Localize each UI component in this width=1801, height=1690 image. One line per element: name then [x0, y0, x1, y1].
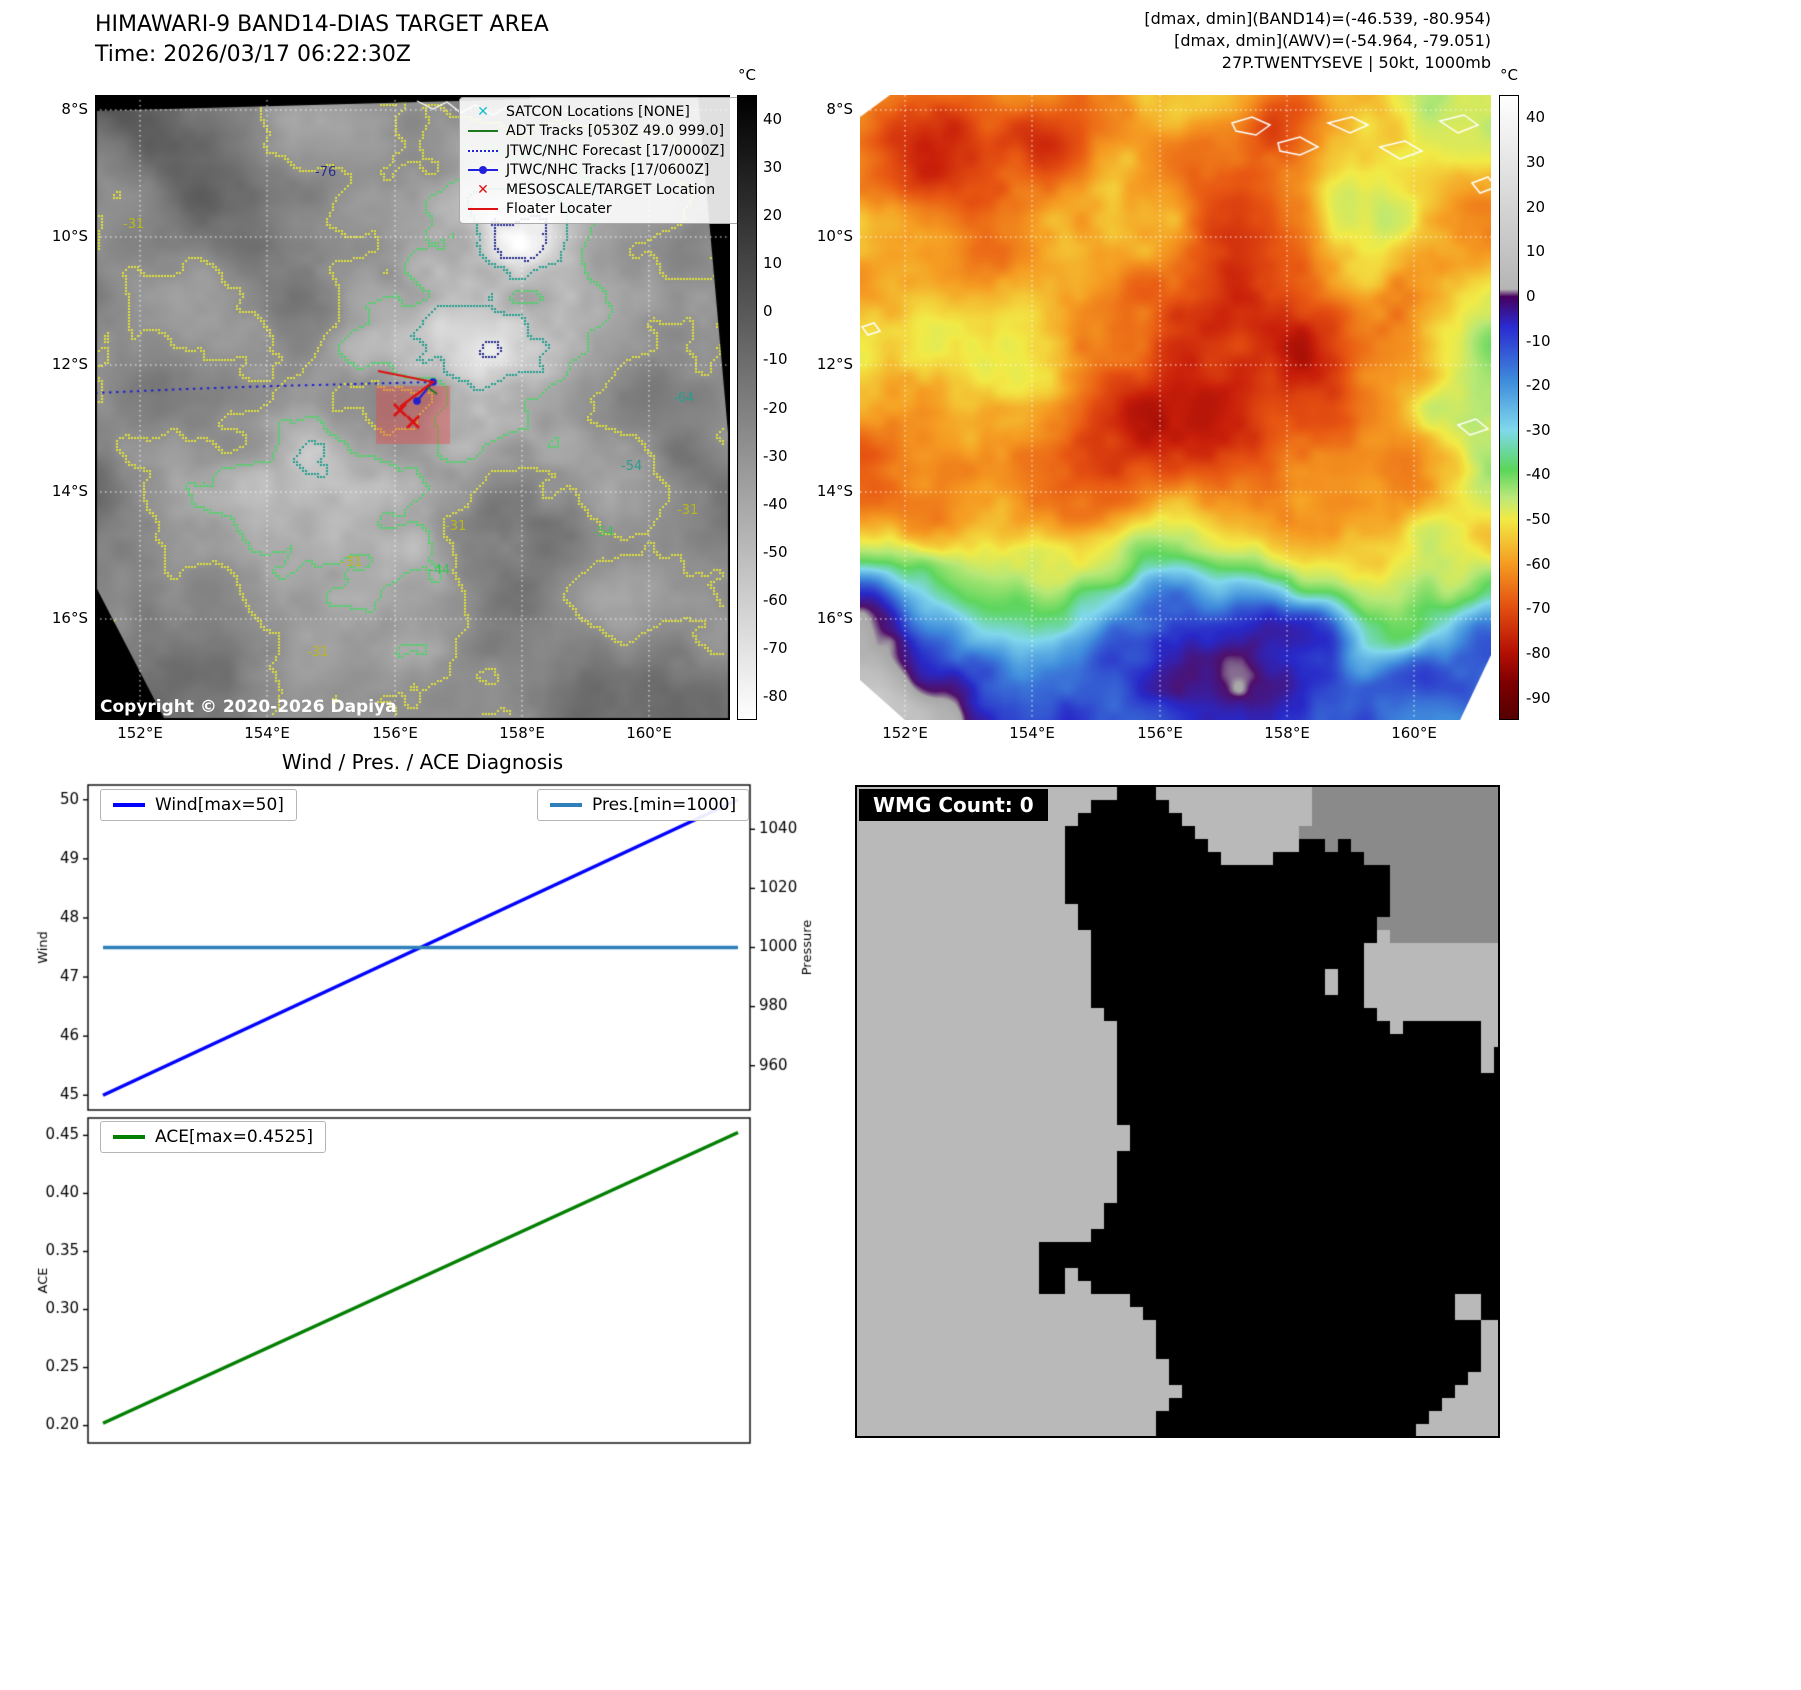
ace-legend-label: ACE[max=0.4525] — [155, 1127, 313, 1147]
band14-panel-title: HIMAWARI-9 BAND14-DIAS TARGET AREA — [95, 12, 549, 37]
legend-row: ADT Tracks [0530Z 49.0 999.0] — [466, 122, 740, 142]
legend-row: Floater Locater — [466, 200, 740, 220]
pressure-line-icon — [550, 803, 582, 807]
diagnosis-charts — [30, 775, 830, 1465]
colorbar-tick-label: 30 — [763, 158, 783, 177]
wind-line-icon — [113, 803, 145, 807]
wind-legend-label: Wind[max=50] — [155, 795, 284, 815]
colorbar-tick-label: -40 — [763, 494, 788, 513]
colorbar-tick-label: 40 — [1526, 108, 1546, 127]
awv-satellite-map — [860, 95, 1491, 720]
line-marker-icon — [466, 202, 500, 216]
colorbar-tick-label: -80 — [763, 686, 788, 705]
x-marker-icon: ✕ — [477, 181, 489, 198]
storm-id-label: 27P.TWENTYSEVE | 50kt, 1000mb — [1221, 53, 1491, 72]
lon-tick-label: 154°E — [1009, 724, 1055, 742]
wmg-grid-map — [857, 787, 1498, 1436]
awv-colorbar — [1499, 95, 1519, 720]
legend-row: JTWC/NHC Tracks [17/0600Z] — [466, 161, 740, 181]
legend-row: ✕ MESOSCALE/TARGET Location — [466, 180, 740, 200]
colorbar-tick-label: 20 — [763, 206, 783, 225]
pressure-legend-label: Pres.[min=1000] — [592, 795, 737, 815]
line-dot-marker-icon — [466, 163, 500, 177]
lat-tick-label: 16°S — [816, 609, 853, 627]
dotted-marker-icon — [466, 144, 500, 158]
colorbar-tick-label: -20 — [763, 398, 788, 417]
lon-tick-label: 154°E — [244, 724, 290, 742]
lon-tick-label: 156°E — [1137, 724, 1183, 742]
legend-item-label: Floater Locater — [506, 201, 612, 218]
line-marker-icon — [466, 124, 500, 138]
awv-header-line-awv: [dmax, dmin](AWV)=(-54.964, -79.051) — [1174, 31, 1491, 50]
colorbar-tick-label: -70 — [763, 638, 788, 657]
colorbar-tick-label: -60 — [763, 590, 788, 609]
legend-row: JTWC/NHC Forecast [17/0000Z] — [466, 141, 740, 161]
legend-item-label: ADT Tracks [0530Z 49.0 999.0] — [506, 123, 725, 140]
colorbar-tick-label: -90 — [1526, 688, 1551, 707]
awv-header-line-band14: [dmax, dmin](BAND14)=(-46.539, -80.954) — [1144, 9, 1491, 28]
pressure-legend: Pres.[min=1000] — [537, 789, 750, 821]
colorbar-tick-label: -10 — [1526, 331, 1551, 350]
lat-tick-label: 14°S — [816, 482, 853, 500]
lon-tick-label: 152°E — [882, 724, 928, 742]
legend-item-label: MESOSCALE/TARGET Location — [506, 181, 716, 198]
ace-legend: ACE[max=0.4525] — [100, 1121, 326, 1153]
colorbar-tick-label: 10 — [763, 254, 783, 273]
lat-tick-label: 16°S — [51, 609, 88, 627]
lon-tick-label: 152°E — [117, 724, 163, 742]
colorbar-tick-label: 40 — [763, 110, 783, 129]
colorbar-tick-label: 0 — [763, 302, 773, 321]
lon-tick-label: 158°E — [1264, 724, 1310, 742]
colorbar-tick-label: -40 — [1526, 465, 1551, 484]
lon-tick-label: 160°E — [626, 724, 672, 742]
band14-map-legend: ✕ SATCON Locations [NONE] ADT Tracks [0530… — [459, 97, 747, 224]
colorbar-tick-label: -50 — [763, 542, 788, 561]
wmg-count-label: WMG Count: 0 — [859, 789, 1048, 821]
colorbar-tick-label: -10 — [763, 350, 788, 369]
ace-line-icon — [113, 1135, 145, 1139]
lat-tick-label: 8°S — [826, 100, 853, 118]
legend-item-label: JTWC/NHC Tracks [17/0600Z] — [506, 162, 710, 179]
lat-tick-label: 14°S — [51, 482, 88, 500]
wmg-panel: WMG Count: 0 — [855, 785, 1500, 1438]
colorbar-tick-label: -30 — [1526, 420, 1551, 439]
band14-colorbar — [737, 95, 757, 720]
x-marker-icon: ✕ — [477, 103, 489, 120]
colorbar-tick-label: 10 — [1526, 242, 1546, 261]
band14-panel-time: Time: 2026/03/17 06:22:30Z — [95, 42, 411, 67]
colorbar-tick-label: 30 — [1526, 152, 1546, 171]
lat-tick-label: 12°S — [816, 355, 853, 373]
colorbar-tick-label: -30 — [763, 446, 788, 465]
colorbar-tick-label: -50 — [1526, 510, 1551, 529]
lat-tick-label: 10°S — [816, 227, 853, 245]
colorbar-tick-label: -80 — [1526, 644, 1551, 663]
lat-tick-label: 8°S — [61, 100, 88, 118]
diagnosis-title: Wind / Pres. / ACE Diagnosis — [281, 750, 564, 774]
colorbar-tick-label: -60 — [1526, 554, 1551, 573]
lat-tick-label: 12°S — [51, 355, 88, 373]
band14-colorbar-unit: °C — [738, 66, 756, 84]
lon-tick-label: 158°E — [499, 724, 545, 742]
wind-legend: Wind[max=50] — [100, 789, 297, 821]
lon-tick-label: 160°E — [1391, 724, 1437, 742]
lon-tick-label: 156°E — [372, 724, 418, 742]
awv-colorbar-unit: °C — [1500, 66, 1518, 84]
legend-row: ✕ SATCON Locations [NONE] — [466, 102, 740, 122]
colorbar-tick-label: 0 — [1526, 286, 1536, 305]
colorbar-tick-label: -20 — [1526, 376, 1551, 395]
colorbar-tick-label: 20 — [1526, 197, 1546, 216]
lat-tick-label: 10°S — [51, 227, 88, 245]
colorbar-tick-label: -70 — [1526, 599, 1551, 618]
legend-item-label: SATCON Locations [NONE] — [506, 103, 690, 120]
awv-header: [dmax, dmin](BAND14)=(-46.539, -80.954) … — [1000, 8, 1491, 74]
copyright-text: Copyright © 2020-2026 Dapiya — [100, 697, 397, 717]
legend-item-label: JTWC/NHC Forecast [17/0000Z] — [506, 142, 725, 159]
